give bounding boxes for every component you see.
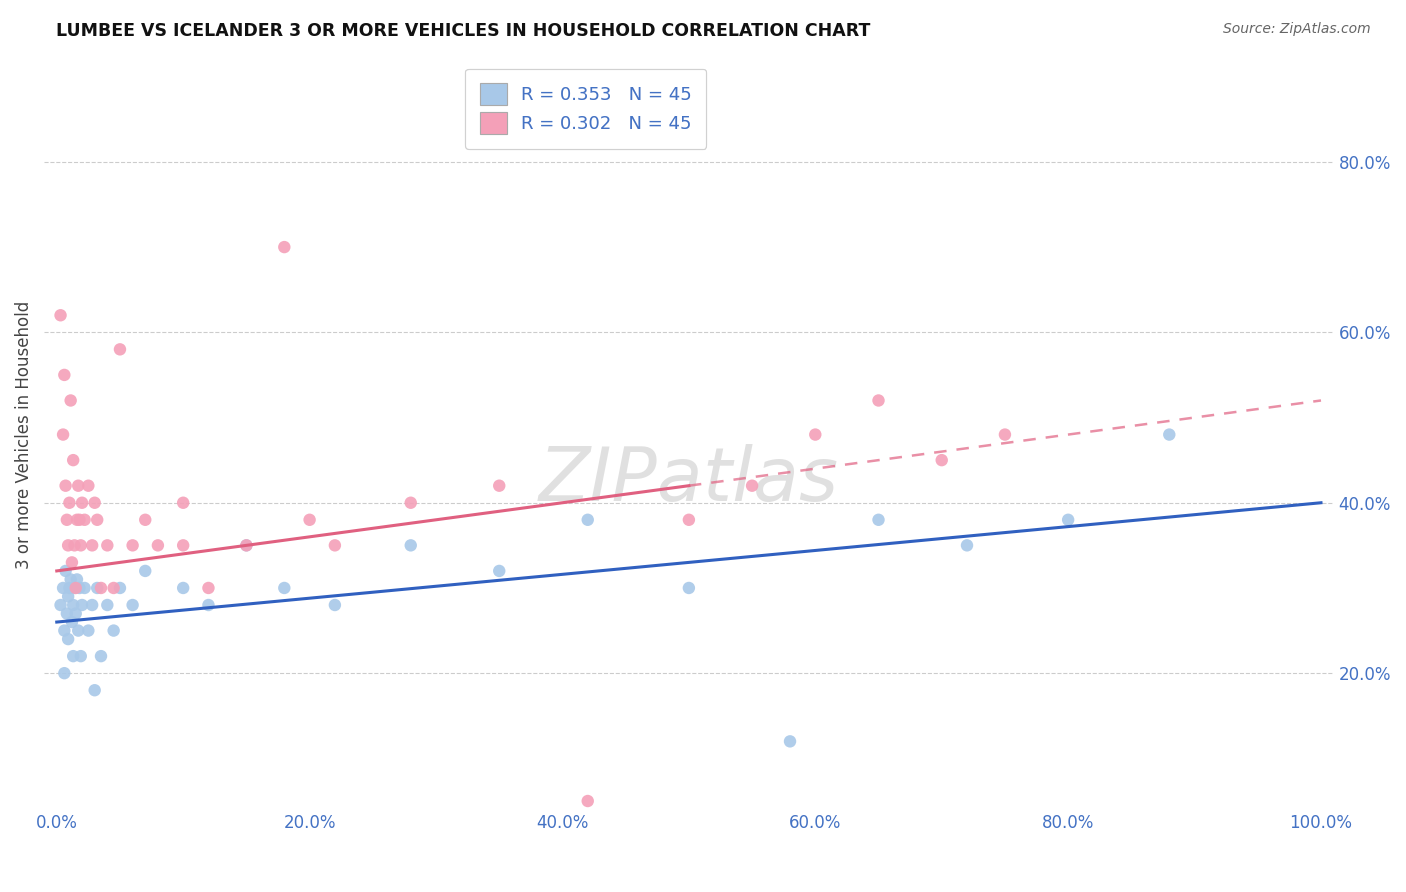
Point: [273, 581, 295, 595]
Point: [121, 598, 143, 612]
Point: [121, 538, 143, 552]
Point: [69, 513, 91, 527]
Point: [134, 513, 156, 527]
Point: [52, 581, 75, 595]
Point: [67, 624, 90, 638]
Point: [69, 581, 91, 595]
Point: [55, 479, 77, 493]
Point: [488, 479, 510, 493]
Point: [56, 632, 79, 646]
Point: [53, 624, 76, 638]
Point: [96, 598, 118, 612]
Point: [90, 649, 112, 664]
Point: [399, 496, 422, 510]
Point: [49, 598, 72, 612]
Point: [58, 496, 80, 510]
Point: [56, 538, 79, 552]
Point: [931, 453, 953, 467]
Point: [235, 538, 257, 552]
Point: [678, 513, 700, 527]
Point: [59, 573, 82, 587]
Point: [779, 734, 801, 748]
Point: [273, 240, 295, 254]
Point: [90, 581, 112, 595]
Point: [172, 538, 194, 552]
Point: [576, 513, 599, 527]
Point: [63, 581, 86, 595]
Point: [323, 538, 346, 552]
Point: [103, 624, 125, 638]
Point: [53, 666, 76, 681]
Point: [62, 598, 84, 612]
Point: [197, 581, 219, 595]
Point: [66, 573, 89, 587]
Point: [804, 427, 827, 442]
Point: [82, 538, 104, 552]
Point: [70, 496, 93, 510]
Point: [197, 598, 219, 612]
Point: [69, 538, 91, 552]
Point: [67, 479, 90, 493]
Point: [96, 538, 118, 552]
Point: [73, 581, 96, 595]
Point: [53, 368, 76, 382]
Point: [399, 538, 422, 552]
Point: [55, 564, 77, 578]
Point: [56, 607, 79, 621]
Point: [56, 590, 79, 604]
Point: [576, 794, 599, 808]
Point: [70, 598, 93, 612]
Legend: R = 0.353   N = 45, R = 0.302   N = 45: R = 0.353 N = 45, R = 0.302 N = 45: [465, 69, 706, 149]
Point: [60, 615, 83, 629]
Point: [172, 581, 194, 595]
Point: [77, 624, 100, 638]
Point: [108, 581, 131, 595]
Point: [83, 683, 105, 698]
Point: [82, 598, 104, 612]
Point: [62, 453, 84, 467]
Text: ZIPatlas: ZIPatlas: [538, 443, 839, 516]
Point: [58, 581, 80, 595]
Point: [56, 513, 79, 527]
Text: Source: ZipAtlas.com: Source: ZipAtlas.com: [1223, 22, 1371, 37]
Point: [741, 479, 763, 493]
Point: [488, 564, 510, 578]
Point: [172, 496, 194, 510]
Point: [868, 513, 890, 527]
Point: [69, 649, 91, 664]
Point: [63, 538, 86, 552]
Point: [994, 427, 1017, 442]
Point: [146, 538, 169, 552]
Point: [83, 496, 105, 510]
Point: [73, 513, 96, 527]
Point: [103, 581, 125, 595]
Point: [66, 513, 89, 527]
Point: [108, 343, 131, 357]
Point: [62, 649, 84, 664]
Point: [868, 393, 890, 408]
Text: LUMBEE VS ICELANDER 3 OR MORE VEHICLES IN HOUSEHOLD CORRELATION CHART: LUMBEE VS ICELANDER 3 OR MORE VEHICLES I…: [56, 22, 870, 40]
Point: [49, 308, 72, 322]
Point: [86, 513, 108, 527]
Point: [65, 607, 87, 621]
Point: [86, 581, 108, 595]
Point: [59, 393, 82, 408]
Point: [77, 479, 100, 493]
Point: [235, 538, 257, 552]
Point: [678, 581, 700, 595]
Point: [956, 538, 979, 552]
Point: [323, 598, 346, 612]
Point: [1159, 427, 1181, 442]
Point: [60, 555, 83, 569]
Point: [298, 513, 321, 527]
Point: [65, 581, 87, 595]
Point: [134, 564, 156, 578]
Y-axis label: 3 or more Vehicles in Household: 3 or more Vehicles in Household: [15, 301, 32, 569]
Point: [52, 427, 75, 442]
Point: [1057, 513, 1080, 527]
